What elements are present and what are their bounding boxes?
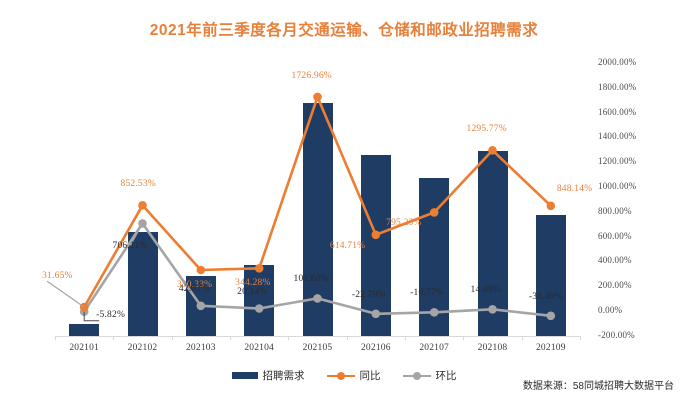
bar-202101[interactable] <box>69 324 100 336</box>
x-tick <box>171 336 173 340</box>
label-yoy-202104: 344.28% <box>235 278 271 289</box>
label-mom-202105: 101.60% <box>293 274 329 285</box>
y-tick-label-0: 0.00% <box>598 305 623 315</box>
label-mom-202106: -22.79% <box>351 289 386 300</box>
chart-legend: 招聘需求 同比 环比 <box>0 368 688 383</box>
y-tick-label-800: 800.00% <box>598 205 632 216</box>
y-tick-label-1000: 1000.00% <box>598 181 637 191</box>
legend-item-bar[interactable]: 招聘需求 <box>231 368 305 383</box>
label-yoy-202108: 1295.77% <box>466 124 507 135</box>
bar-202106[interactable] <box>360 154 391 336</box>
y-tick-label-600: 600.00% <box>598 230 632 241</box>
legend-label-yoy: 同比 <box>359 370 381 382</box>
x-label-202106[interactable]: 202106 <box>360 343 391 353</box>
x-label-202101[interactable]: 202101 <box>69 343 100 353</box>
y-tick-label-400: 400.00% <box>598 255 632 266</box>
x-tick <box>405 336 406 340</box>
label-mom-202108: 14.09% <box>470 285 501 296</box>
y-tick-label-2000: 2000.00% <box>598 57 637 67</box>
y-tick-label-200: 200.00% <box>598 280 632 291</box>
x-tick <box>580 336 581 340</box>
x-tick <box>113 336 115 340</box>
x-label-202109[interactable]: 202109 <box>535 343 566 353</box>
plot-area: 31.65% 852.53% 330.33% 344.28% 1726.96% 614.7… <box>42 57 636 353</box>
label-mom-202107: -10.77% <box>410 288 445 299</box>
label-yoy-202109: 848.14% <box>556 183 593 194</box>
bar-202109[interactable] <box>535 214 566 336</box>
x-label-202103[interactable]: 202103 <box>185 343 216 353</box>
bar-202107[interactable] <box>419 178 450 336</box>
bar-202105[interactable] <box>302 103 333 336</box>
y-tick-label-1200: 1200.00% <box>598 156 637 167</box>
x-tick <box>230 336 231 340</box>
chart-title: 2021年前三季度各月交通运输、仓储和邮政业招聘需求 <box>149 22 539 39</box>
label-yoy-202107: 795.23% <box>386 218 422 229</box>
legend-label-demand: 招聘需求 <box>262 370 305 382</box>
legend-swatch-mom-icon <box>402 371 431 381</box>
x-tick <box>521 336 523 340</box>
legend-label-mom: 环比 <box>435 370 457 382</box>
label-mom-202109: -38.49% <box>528 291 563 302</box>
x-tick <box>463 336 465 340</box>
label-yoy-202103: 330.33% <box>176 280 213 291</box>
label-yoy-202102: 852.53% <box>120 179 156 190</box>
y-tick-label-1600: 1600.00% <box>598 106 637 117</box>
x-label-202107[interactable]: 202107 <box>419 343 450 353</box>
label-mom-202102: 706.11% <box>112 241 148 252</box>
point-yoy-202105[interactable] <box>313 92 322 102</box>
label-yoy-202105: 1726.96% <box>291 70 332 81</box>
point-mom-202101[interactable] <box>79 307 89 316</box>
x-tick <box>55 336 56 340</box>
label-mom-202103: 42.07% <box>178 283 210 294</box>
x-label-202108[interactable]: 202108 <box>477 343 508 353</box>
label-mom-202101: -5.82% <box>96 309 126 320</box>
bar-202108[interactable] <box>477 151 508 336</box>
data-source-note: 数据来源：58同城招聘大数据平台 <box>522 381 674 392</box>
x-axis-line <box>55 336 580 337</box>
point-yoy-202102[interactable] <box>138 201 147 210</box>
point-yoy-202109[interactable] <box>546 201 556 211</box>
label-mom-202104: 20.14% <box>237 286 268 297</box>
legend-item-mom[interactable]: 环比 <box>402 368 457 383</box>
legend-item-yoy[interactable]: 同比 <box>326 368 381 383</box>
x-label-202104[interactable]: 202104 <box>244 343 275 353</box>
label-yoy-202106: 614.71% <box>329 240 366 251</box>
legend-swatch-bar-icon <box>231 372 258 379</box>
point-yoy-202103[interactable] <box>196 265 206 275</box>
legend-swatch-yoy-icon <box>326 371 355 381</box>
y-tick-label-1400: 1400.00% <box>598 131 637 142</box>
y-tick-label-1800: 1800.00% <box>598 81 637 92</box>
x-tick <box>346 336 348 340</box>
x-label-202102[interactable]: 202102 <box>127 343 158 353</box>
point-mom-202102[interactable] <box>138 219 147 228</box>
leader-line-yoy-first <box>46 280 85 308</box>
y-tick-label--200: -200.00% <box>598 329 635 340</box>
bar-202104[interactable] <box>244 264 275 336</box>
x-label-202105[interactable]: 202105 <box>302 343 333 353</box>
label-yoy-202101: 31.65% <box>42 271 73 282</box>
point-yoy-202101[interactable] <box>79 302 89 312</box>
x-tick <box>288 336 290 340</box>
